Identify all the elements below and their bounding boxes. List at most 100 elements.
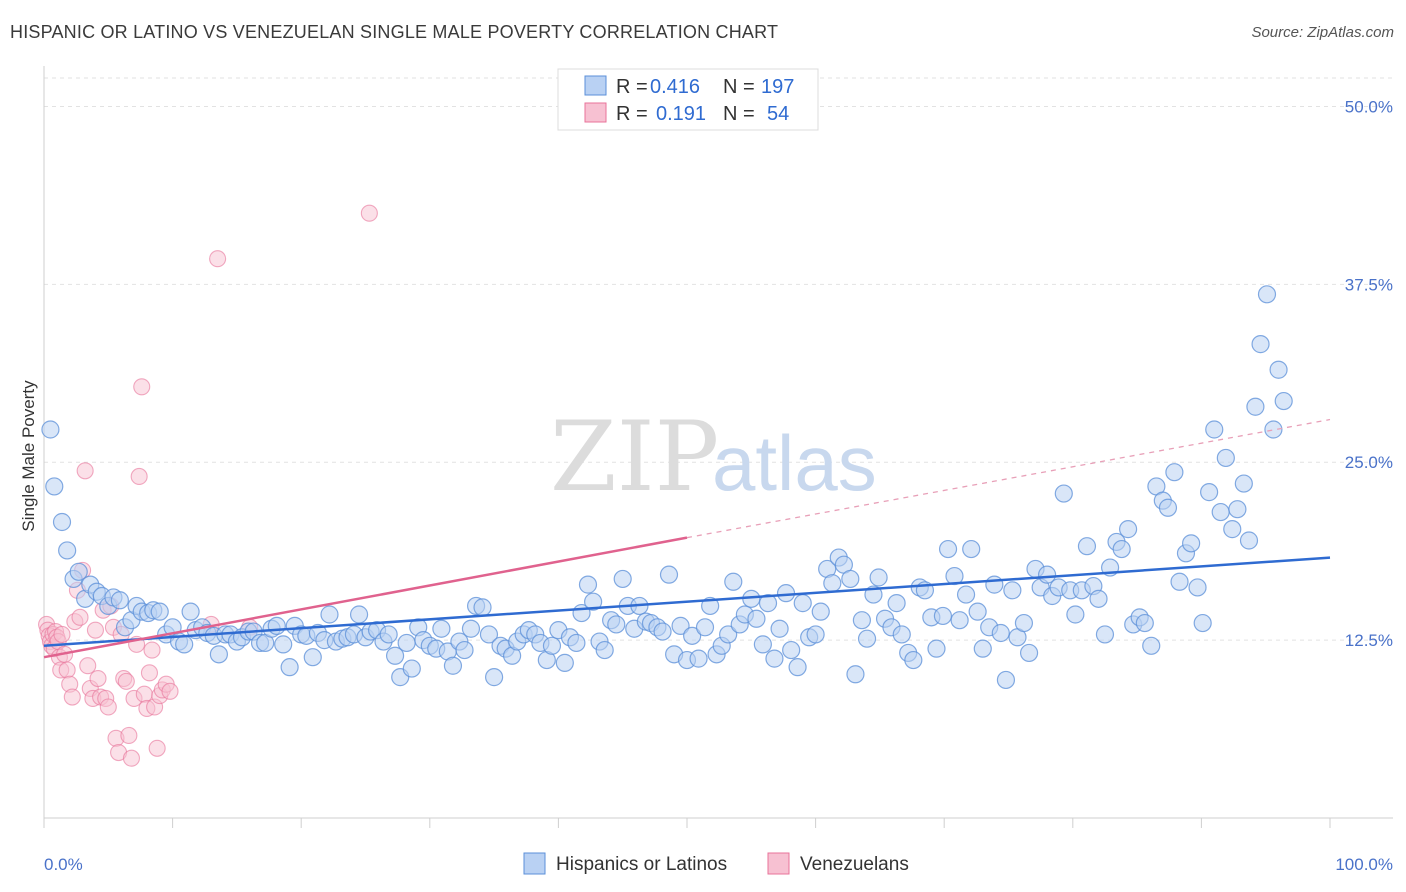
hispanic-point (1269, 360, 1288, 379)
hispanic-point (689, 649, 708, 668)
hispanic-point (659, 565, 679, 584)
hispanic-point (555, 653, 574, 672)
hispanic-point (1170, 572, 1189, 591)
hispanic-point (52, 512, 72, 532)
venezuelan-trendline-extension (686, 418, 1331, 539)
venezuelan-point (99, 698, 117, 716)
venezuelan-point (360, 204, 378, 222)
hispanic-point (379, 625, 398, 644)
venezuelan-point (209, 250, 227, 268)
hispanic-point (1135, 613, 1154, 633)
hispanic-point (857, 629, 877, 648)
hispanic-point (209, 645, 228, 664)
hispanic-point (753, 635, 772, 654)
series-legend-swatch-hispanics (523, 852, 546, 875)
hispanic-point (653, 622, 672, 641)
venezuelan-point (133, 378, 151, 396)
hispanic-point (892, 625, 911, 644)
hispanic-point (607, 615, 626, 634)
hispanic-point (1112, 539, 1131, 559)
hispanic-trendline (43, 556, 1331, 648)
hispanic-point (887, 594, 906, 613)
hispanic-point (724, 572, 743, 591)
hispanic-point (671, 616, 690, 635)
venezuelan-point (130, 467, 148, 486)
hispanic-point (479, 625, 499, 644)
venezuelan-point (117, 672, 135, 690)
hispanic-point (41, 420, 60, 439)
hispanic-point (938, 539, 958, 559)
hispanic-point (595, 640, 614, 660)
hispanic-point (776, 584, 796, 603)
hispanic-point (443, 656, 463, 675)
legend-r-label-2: R = (616, 103, 648, 125)
hispanic-point (950, 611, 969, 630)
hispanic-point (1014, 613, 1034, 633)
hispanic-point (701, 596, 720, 616)
hispanic-point (1037, 565, 1057, 584)
venezuelan-point (148, 739, 166, 757)
venezuelan-point (58, 661, 76, 679)
hispanic-point (1234, 474, 1253, 493)
hispanic-point (1182, 534, 1201, 553)
hispanic-point (58, 541, 77, 560)
hispanic-point (852, 611, 871, 630)
hispanic-point (719, 625, 738, 644)
hispanic-point (793, 594, 812, 613)
hispanic-point (303, 648, 322, 667)
hispanics-points (41, 285, 1293, 690)
venezuelan-point (63, 688, 81, 706)
hispanic-point (991, 623, 1010, 643)
venezuelan-point (53, 625, 71, 643)
hispanic-point (1019, 643, 1039, 663)
hispanic-point (69, 562, 88, 581)
hispanic-point (1003, 581, 1022, 600)
hispanic-point (1205, 420, 1224, 439)
series-legend-swatch-venezuelans (767, 852, 790, 875)
hispanic-point (567, 633, 586, 653)
legend-swatch-blue (584, 75, 607, 96)
hispanic-point (823, 574, 842, 593)
hispanic-point (455, 640, 474, 660)
hispanic-point (841, 569, 860, 589)
hispanic-point (782, 640, 801, 660)
y-tick-labels: 12.5% 25.0% 37.5% 50.0% (1345, 97, 1393, 650)
venezuelan-point (122, 749, 140, 767)
hispanic-point (1066, 605, 1085, 624)
hispanic-point (1158, 498, 1178, 517)
hispanic-point (806, 625, 825, 644)
trendlines (43, 418, 1331, 659)
hispanic-point (1077, 537, 1097, 556)
hispanic-point (320, 605, 339, 624)
legend-n-label-2: N = (723, 103, 755, 125)
hispanic-point (1089, 589, 1108, 608)
venezuelans-points (38, 204, 378, 767)
hispanic-point (150, 602, 169, 621)
hispanic-point (695, 618, 715, 637)
hispanic-point (1239, 531, 1259, 550)
hispanic-point (397, 633, 416, 653)
hispanic-point (788, 658, 807, 677)
hispanic-point (683, 626, 702, 645)
watermark-atlas: atlas (712, 419, 877, 507)
hispanic-point (1223, 520, 1242, 539)
hispanic-point (473, 598, 492, 617)
venezuelan-point (120, 726, 138, 745)
venezuelan-trendline (43, 536, 688, 659)
hispanic-point (968, 602, 987, 621)
hispanic-point (267, 616, 286, 635)
chart-source: Source: ZipAtlas.com (1251, 24, 1394, 41)
legend-swatch-pink (584, 102, 607, 123)
hispanic-point (461, 619, 481, 638)
hispanic-point (110, 591, 129, 610)
hispanic-point (485, 668, 504, 687)
hispanic-point (996, 670, 1016, 690)
hispanic-point (613, 569, 632, 589)
hispanic-point (985, 575, 1004, 594)
legend-n-value-2: 54 (767, 103, 789, 125)
x-tick-label-min: 0.0% (44, 855, 83, 874)
hispanic-point (1264, 420, 1283, 439)
hispanic-point (1251, 335, 1270, 354)
hispanic-point (1274, 391, 1293, 411)
